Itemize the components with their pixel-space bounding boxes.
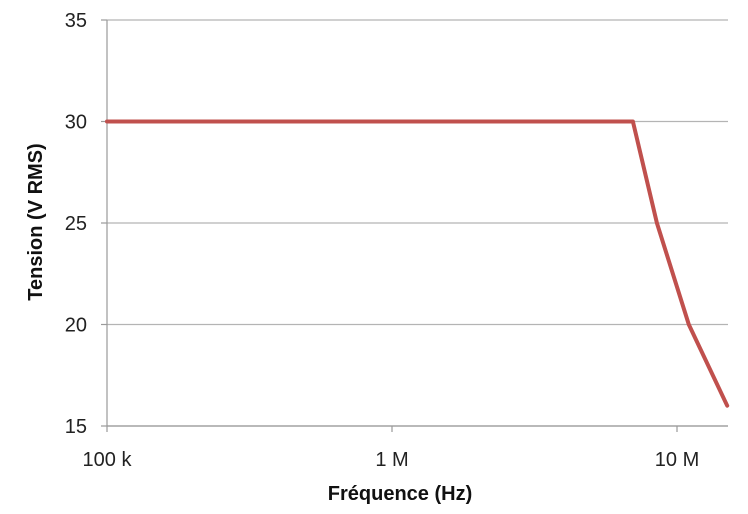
y-tick-label: 30 — [65, 112, 87, 134]
y-axis-title: Tension (V RMS) — [25, 143, 47, 300]
x-axis-title: Fréquence (Hz) — [328, 483, 472, 505]
y-axis-ticks: 15 20 25 30 35 — [65, 10, 107, 438]
series-line — [105, 119, 730, 408]
y-tick-label: 15 — [65, 416, 87, 438]
x-tick-label: 10 M — [655, 449, 699, 471]
y-tick-label: 25 — [65, 213, 87, 235]
y-tick-label: 35 — [65, 10, 87, 32]
series-layer — [105, 119, 730, 408]
x-tick-label: 100 k — [83, 449, 133, 471]
x-axis-ticks: 100 k 1 M 10 M — [83, 426, 699, 471]
gridlines — [107, 19, 728, 427]
x-tick-label: 1 M — [375, 449, 408, 471]
y-tick-label: 20 — [65, 315, 87, 337]
